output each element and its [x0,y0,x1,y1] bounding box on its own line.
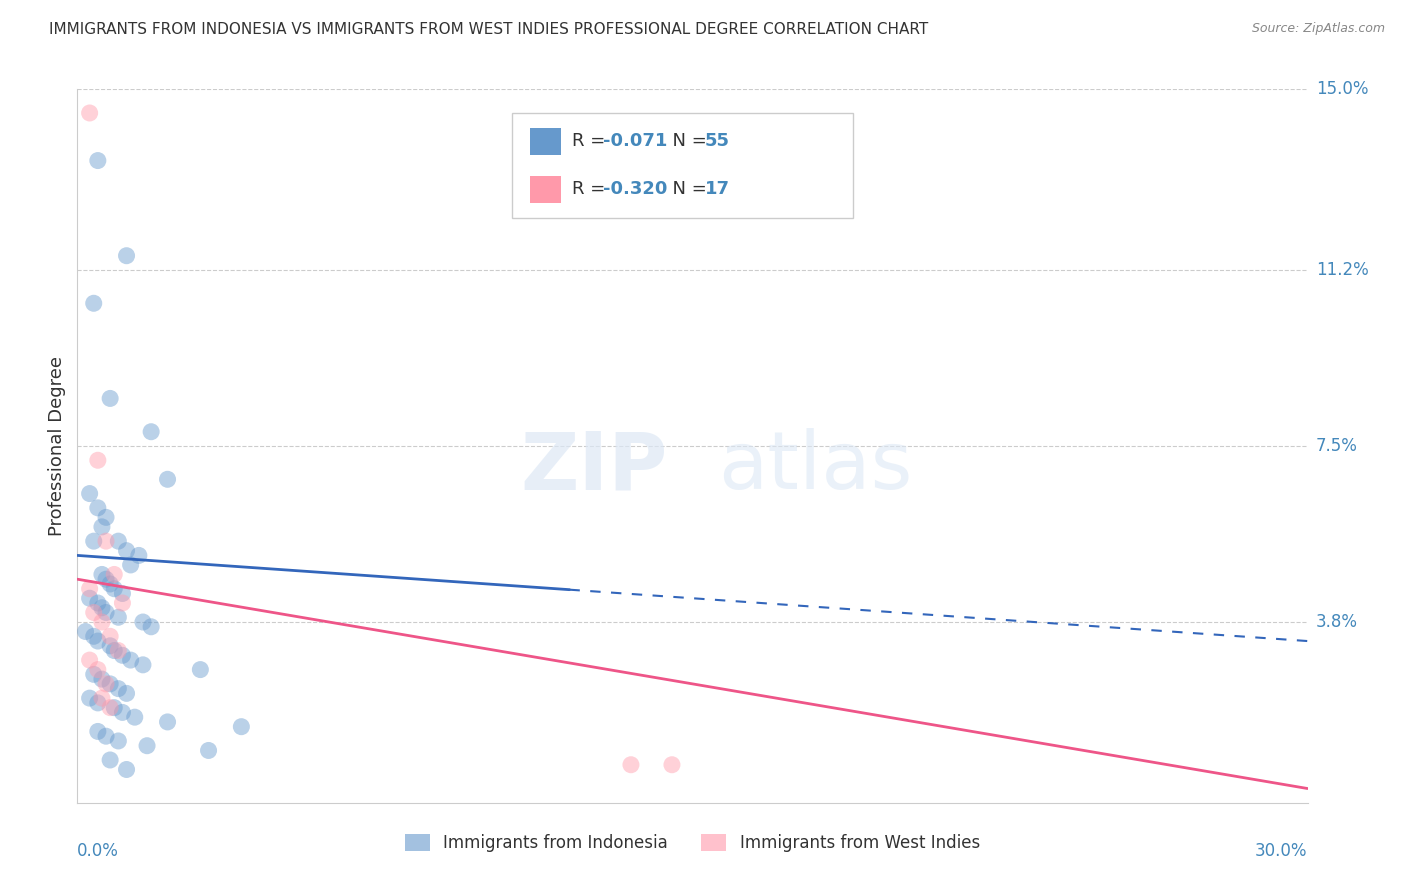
Point [87,153,110,168]
Point [94,729,117,743]
Point [83,534,105,549]
Point [111,586,134,600]
Point [87,596,110,610]
Point [136,739,159,753]
Point [107,534,129,549]
Text: 3.8%: 3.8% [1316,613,1358,631]
Point [111,596,134,610]
Point [103,643,125,657]
Point [98,677,121,691]
Point [87,500,110,515]
Point [103,567,125,582]
Text: 55: 55 [704,132,730,151]
Point [98,700,121,714]
Point [94,534,117,549]
Point [87,663,110,677]
Point [115,543,138,558]
Text: IMMIGRANTS FROM INDONESIA VS IMMIGRANTS FROM WEST INDIES PROFESSIONAL DEGREE COR: IMMIGRANTS FROM INDONESIA VS IMMIGRANTS … [49,22,928,37]
Point [231,720,253,734]
Point [94,677,117,691]
Text: 11.2%: 11.2% [1316,261,1368,279]
Point [79,106,101,120]
Point [83,629,105,643]
Point [90,520,114,534]
Point [79,486,101,500]
Point [115,686,138,700]
Point [98,753,121,767]
Point [141,620,163,634]
Point [111,706,134,720]
Point [115,249,138,263]
Text: 17: 17 [704,180,730,198]
Point [107,734,129,748]
Text: R =: R = [572,180,612,198]
Text: 0.0%: 0.0% [77,842,120,860]
Text: -0.320: -0.320 [603,180,668,198]
Point [103,700,125,714]
Point [156,472,179,486]
Point [98,392,121,406]
Point [79,691,101,706]
Point [79,582,101,596]
Point [107,681,129,696]
Point [87,696,110,710]
Text: N =: N = [661,132,713,151]
Point [94,510,117,524]
Point [115,763,138,777]
Point [90,615,114,629]
Point [661,757,683,772]
Point [83,296,105,310]
Legend: Immigrants from Indonesia, Immigrants from West Indies: Immigrants from Indonesia, Immigrants fr… [398,827,987,859]
Point [103,582,125,596]
Text: 15.0%: 15.0% [1316,80,1368,98]
Text: N =: N = [661,180,713,198]
Point [90,672,114,686]
Text: 30.0%: 30.0% [1256,842,1308,860]
Point [87,724,110,739]
Point [83,667,105,681]
Text: R =: R = [572,132,612,151]
Point [90,691,114,706]
Point [111,648,134,663]
Point [94,606,117,620]
Point [156,714,179,729]
Y-axis label: Professional Degree: Professional Degree [48,356,66,536]
Point [98,639,121,653]
Point [79,591,101,606]
Point [120,653,142,667]
Point [188,663,212,677]
Point [98,577,121,591]
Point [90,600,114,615]
Point [79,653,101,667]
Point [107,610,129,624]
Point [107,643,129,657]
Point [132,657,155,672]
Point [124,710,146,724]
Point [94,572,117,586]
Point [620,757,643,772]
Point [87,453,110,467]
Text: atlas: atlas [718,428,912,507]
Text: 7.5%: 7.5% [1316,437,1358,455]
Point [132,615,155,629]
Point [90,567,114,582]
Point [128,549,150,563]
Text: Source: ZipAtlas.com: Source: ZipAtlas.com [1251,22,1385,36]
Point [87,634,110,648]
Point [83,606,105,620]
Point [75,624,97,639]
Point [120,558,142,572]
Text: ZIP: ZIP [520,428,668,507]
Point [141,425,163,439]
Text: -0.071: -0.071 [603,132,668,151]
Point [197,743,219,757]
Point [98,629,121,643]
